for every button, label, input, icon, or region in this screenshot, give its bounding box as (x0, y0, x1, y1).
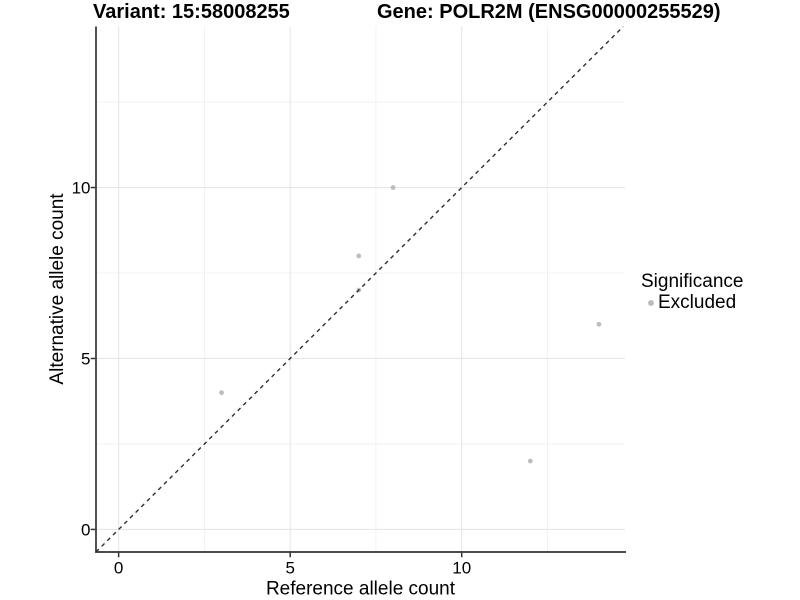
legend-entry-label: Excluded (658, 292, 737, 313)
y-tick-label: 10 (72, 179, 91, 198)
y-tick-label: 0 (81, 520, 90, 539)
x-tick-label: 0 (114, 559, 123, 578)
legend-entry-excluded: Excluded (641, 293, 743, 312)
legend-title: Significance (641, 271, 744, 292)
data-point (527, 458, 533, 464)
data-point (219, 390, 224, 396)
data-point (390, 185, 396, 190)
y-tick-label: 5 (81, 349, 90, 368)
y-axis-title: Alternative allele count (47, 193, 68, 385)
data-point (596, 321, 602, 327)
x-tick-label: 5 (285, 559, 294, 578)
legend: Significance Excluded (641, 272, 743, 312)
x-tick-label: 10 (452, 559, 471, 578)
variant-title: Variant: 15:58008255 (93, 1, 290, 23)
x-axis-title: Reference allele count (266, 579, 456, 600)
data-point (356, 253, 362, 259)
legend-point-icon (648, 299, 654, 306)
gene-title: Gene: POLR2M (ENSG00000255529) (377, 1, 721, 23)
